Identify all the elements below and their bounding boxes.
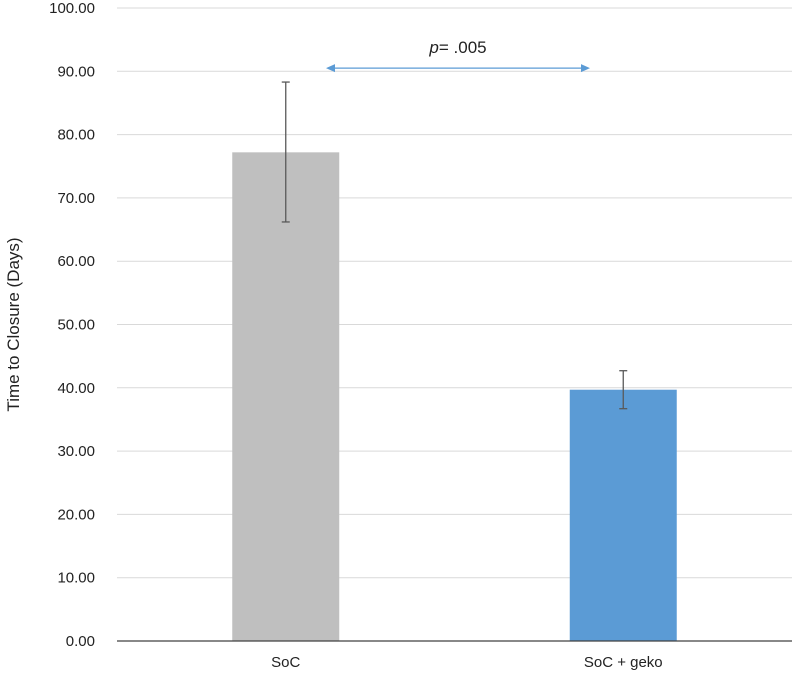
error-bars bbox=[281, 81, 628, 410]
bar bbox=[232, 152, 340, 641]
significance-annotation: p= .005 bbox=[326, 38, 590, 73]
bar bbox=[569, 389, 677, 641]
y-tick-label: 30.00 bbox=[57, 443, 95, 460]
category-label: SoC bbox=[271, 654, 300, 671]
category-label: SoC + geko bbox=[584, 654, 663, 671]
p-symbol: p bbox=[428, 38, 438, 57]
y-tick-label: 20.00 bbox=[57, 506, 95, 523]
p-value: = .005 bbox=[439, 38, 487, 57]
y-axis-title: Time to Closure (Days) bbox=[4, 237, 23, 411]
arrow-head-left-icon bbox=[326, 64, 335, 73]
arrow-head-right-icon bbox=[581, 64, 590, 73]
y-tick-label: 60.00 bbox=[57, 253, 95, 270]
y-tick-label: 100.00 bbox=[49, 0, 95, 17]
category-labels: SoC SoC + geko bbox=[271, 654, 663, 671]
gridlines bbox=[117, 7, 792, 579]
y-tick-label: 0.00 bbox=[66, 633, 95, 650]
y-tick-label: 90.00 bbox=[57, 63, 95, 80]
y-tick-label: 40.00 bbox=[57, 380, 95, 397]
p-value-label: p= .005 bbox=[428, 38, 486, 57]
y-tick-label: 50.00 bbox=[57, 317, 95, 334]
bars bbox=[232, 152, 677, 641]
y-tick-label: 80.00 bbox=[57, 127, 95, 144]
y-tick-label: 70.00 bbox=[57, 190, 95, 207]
y-tick-labels: 0.00 10.00 20.00 30.00 40.00 50.00 60.00 70.00 8… bbox=[49, 0, 95, 650]
y-tick-label: 10.00 bbox=[57, 570, 95, 587]
